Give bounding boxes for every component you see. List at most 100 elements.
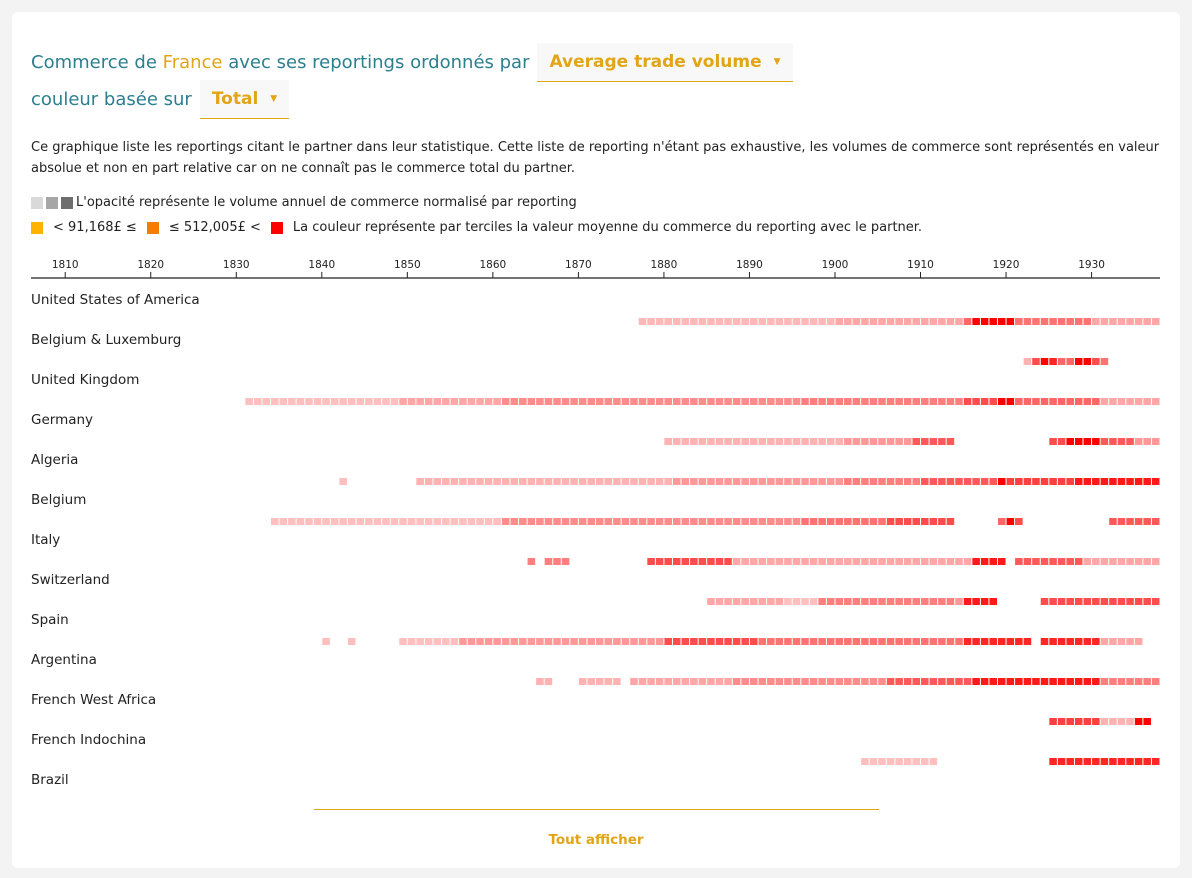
year-cell	[929, 558, 938, 565]
year-cell	[390, 518, 399, 525]
year-cell	[749, 638, 758, 645]
year-cell	[690, 438, 698, 445]
year-cell	[1074, 678, 1083, 685]
year-cell	[1040, 638, 1049, 645]
year-cell	[1015, 398, 1023, 405]
year-cell	[741, 318, 749, 325]
year-cell	[1066, 558, 1074, 565]
year-cell	[912, 518, 921, 525]
year-cell	[347, 398, 356, 405]
year-cell	[715, 598, 724, 605]
year-cell	[784, 398, 792, 405]
year-cell	[596, 478, 604, 485]
year-cell	[895, 758, 903, 765]
year-cell	[963, 598, 972, 605]
year-cell	[621, 638, 630, 645]
year-cell	[1023, 478, 1032, 485]
year-cell	[792, 398, 801, 405]
year-cell	[903, 678, 912, 685]
year-cell	[1126, 398, 1134, 405]
year-cell	[356, 398, 365, 405]
year-cell	[664, 318, 672, 325]
year-cell	[647, 478, 655, 485]
year-cell	[775, 678, 784, 685]
year-cell	[253, 398, 262, 405]
year-cell	[690, 398, 698, 405]
year-cell	[1049, 358, 1057, 365]
year-cell	[707, 318, 715, 325]
year-cell	[1109, 518, 1117, 525]
year-cell	[784, 678, 792, 685]
order-select[interactable]: Average trade volume ▼	[537, 42, 793, 82]
year-cell	[895, 518, 903, 525]
year-cell	[596, 638, 604, 645]
year-cell	[963, 678, 972, 685]
year-cell	[732, 518, 741, 525]
year-cell	[476, 398, 484, 405]
tercile-swatch-mid	[146, 221, 159, 234]
x-axis-tick-label: 1840	[308, 259, 335, 271]
year-cell	[784, 558, 792, 565]
year-cell	[467, 478, 476, 485]
year-cell	[715, 678, 724, 685]
year-cell	[459, 478, 467, 485]
opacity-swatch-dark	[61, 196, 73, 209]
year-cell	[724, 598, 732, 605]
year-cell	[912, 598, 921, 605]
year-cell	[467, 518, 476, 525]
show-all-button[interactable]: Tout afficher	[548, 832, 644, 848]
opacity-swatch-medium	[46, 196, 58, 209]
year-cell	[861, 318, 869, 325]
year-cell	[955, 638, 963, 645]
year-cell	[1032, 358, 1040, 365]
row-label: United Kingdom	[31, 372, 139, 388]
year-cell	[647, 638, 655, 645]
year-cell	[630, 478, 638, 485]
year-cell	[732, 438, 741, 445]
year-cell	[903, 318, 912, 325]
year-cell	[1126, 638, 1134, 645]
year-cell	[698, 558, 707, 565]
year-cell	[869, 598, 878, 605]
year-cell	[613, 678, 621, 685]
year-cell	[1134, 718, 1143, 725]
year-cell	[758, 558, 767, 565]
year-cell	[587, 678, 595, 685]
year-cell	[296, 398, 305, 405]
year-cell	[424, 398, 433, 405]
year-cell	[1092, 718, 1100, 725]
year-cell	[980, 478, 989, 485]
year-cell	[732, 678, 741, 685]
year-cell	[818, 318, 826, 325]
year-cell	[861, 758, 869, 765]
year-cell	[886, 598, 895, 605]
year-cell	[519, 518, 527, 525]
year-cell	[544, 518, 553, 525]
color-select[interactable]: Total ▼	[199, 79, 290, 119]
year-cell	[1109, 478, 1117, 485]
year-cell	[1109, 318, 1117, 325]
year-cell	[826, 558, 835, 565]
year-cell	[672, 478, 681, 485]
year-cell	[690, 678, 698, 685]
year-cell	[724, 318, 732, 325]
year-cell	[305, 518, 313, 525]
year-cell	[1040, 558, 1049, 565]
year-cell	[1100, 318, 1109, 325]
x-axis-tick-label: 1900	[822, 259, 849, 271]
year-cell	[921, 558, 929, 565]
year-cell	[1143, 758, 1151, 765]
year-cell	[809, 638, 818, 645]
year-cell	[861, 478, 869, 485]
year-cell	[613, 478, 621, 485]
year-cell	[792, 678, 801, 685]
year-cell	[527, 638, 536, 645]
year-cell	[596, 398, 604, 405]
year-cell	[895, 598, 903, 605]
year-cell	[604, 678, 613, 685]
year-cell	[1015, 558, 1023, 565]
year-cell	[570, 398, 578, 405]
year-cell	[886, 438, 895, 445]
year-cell	[1100, 598, 1109, 605]
year-cell	[938, 558, 946, 565]
